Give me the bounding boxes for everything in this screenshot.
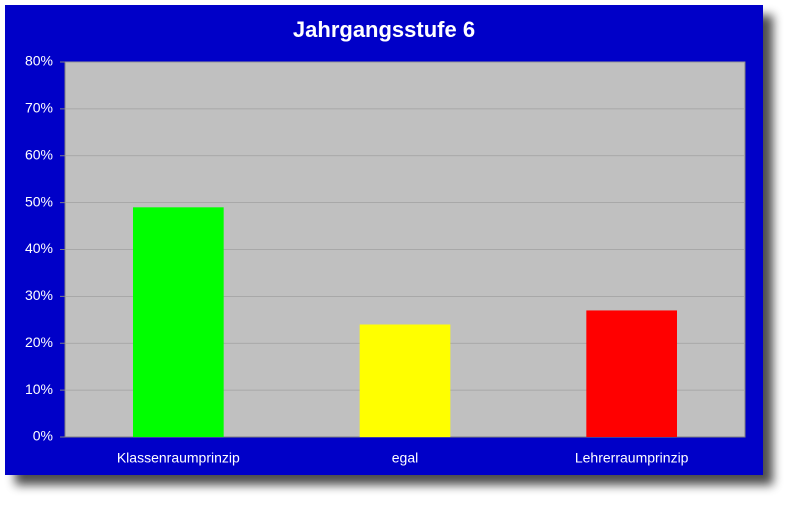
y-tick-label: 50%: [25, 193, 53, 209]
y-tick-label: 30%: [25, 287, 53, 303]
bar: [586, 310, 677, 437]
y-tick-label: 10%: [25, 381, 53, 397]
y-tick-label: 40%: [25, 240, 53, 256]
x-tick-label: Klassenraumprinzip: [117, 450, 240, 466]
bar: [133, 207, 224, 437]
y-tick-label: 80%: [25, 53, 53, 69]
y-tick-label: 60%: [25, 146, 53, 162]
x-tick-label: Lehrerraumprinzip: [575, 450, 689, 466]
y-tick-label: 70%: [25, 100, 53, 116]
bar: [359, 324, 451, 437]
chart-title: Jahrgangsstufe 6: [293, 17, 475, 42]
y-tick-label: 20%: [25, 334, 53, 350]
x-tick-label: egal: [392, 450, 418, 466]
y-tick-label: 0%: [33, 428, 53, 444]
